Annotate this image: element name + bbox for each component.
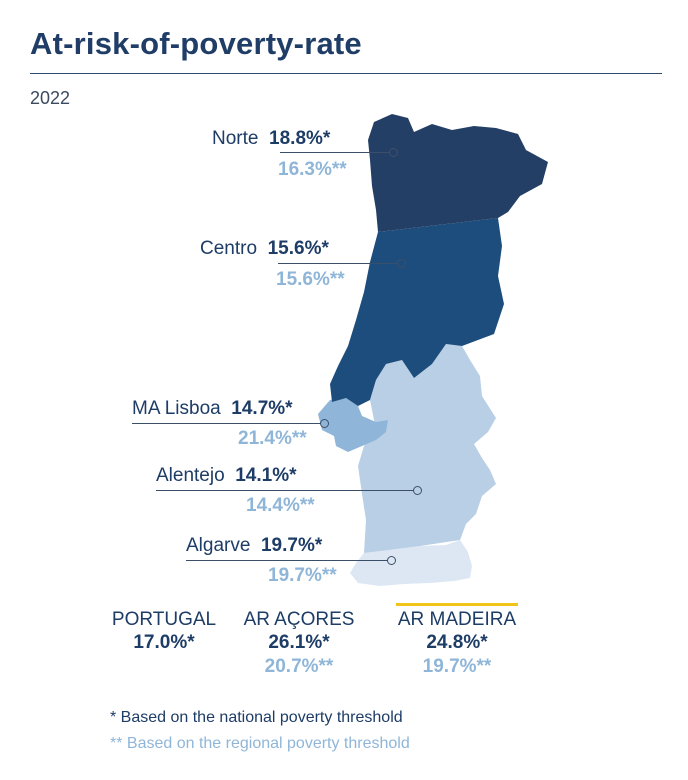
leader-dot	[397, 259, 406, 268]
leader-line	[278, 263, 398, 264]
regional-rate: 15.6%**	[276, 269, 345, 290]
summary-name: PORTUGAL	[111, 609, 217, 630]
regional-rate: 16.3%**	[278, 159, 347, 180]
leader-dot	[387, 556, 396, 565]
summary-acores: AR AÇORES 26.1%* 20.7%**	[240, 609, 358, 678]
leader-dot	[320, 419, 329, 428]
national-rate: 14.7%*	[231, 398, 293, 419]
leader-line	[132, 423, 321, 424]
madeira-accent-bar	[396, 603, 518, 606]
regional-rate: 14.4%**	[246, 495, 315, 516]
national-rate: 14.1%*	[235, 465, 297, 486]
leader-dot	[389, 148, 398, 157]
summary-regional-rate: 19.7%**	[422, 656, 492, 677]
region-name: Algarve	[186, 535, 251, 556]
summary-regional-rate: 20.7%**	[264, 656, 334, 677]
footnote-regional: ** Based on the regional poverty thresho…	[110, 735, 410, 752]
region-name: MA Lisboa	[132, 398, 221, 419]
summary-national-rate: 24.8%*	[426, 632, 488, 653]
regional-rate: 21.4%**	[238, 428, 307, 449]
chart-title: At-risk-of-poverty-rate	[30, 26, 362, 61]
region-alentejo-shape	[358, 344, 496, 553]
summary-name: AR MADEIRA	[397, 609, 517, 630]
summary-portugal: PORTUGAL 17.0%*	[110, 609, 218, 654]
leader-dot	[413, 486, 422, 495]
region-norte-shape	[368, 114, 548, 232]
region-centro-shape	[330, 218, 504, 406]
national-rate: 15.6%*	[267, 238, 329, 259]
summary-national-rate: 17.0%*	[133, 632, 195, 653]
label-alentejo: Alentejo 14.1%*	[156, 465, 297, 487]
footnote-national: * Based on the national poverty threshol…	[110, 709, 403, 726]
leader-line	[156, 490, 414, 491]
national-rate: 19.7%*	[260, 535, 323, 556]
label-lisboa: MA Lisboa 14.7%*	[132, 398, 293, 420]
label-norte: Norte 18.8%*	[212, 128, 330, 150]
summary-national-rate: 26.1%*	[268, 632, 330, 653]
region-lisboa-shape	[318, 398, 388, 452]
leader-line	[280, 152, 390, 153]
title-divider	[30, 73, 662, 74]
label-algarve: Algarve 19.7%*	[186, 535, 322, 557]
leader-line	[186, 560, 388, 561]
national-rate: 18.8%*	[269, 128, 331, 149]
label-centro: Centro 15.6%*	[200, 238, 329, 260]
region-name: Alentejo	[156, 465, 225, 486]
region-name: Centro	[200, 238, 258, 259]
summary-madeira: AR MADEIRA 24.8%* 19.7%**	[396, 609, 518, 678]
region-name: Norte	[212, 128, 259, 149]
region-algarve-shape	[350, 540, 472, 586]
year-label: 2022	[30, 88, 71, 108]
summary-name: AR AÇORES	[243, 609, 355, 630]
regional-rate: 19.7%**	[268, 565, 337, 586]
